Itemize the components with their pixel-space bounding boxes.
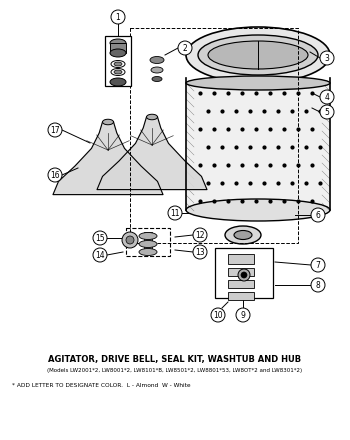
Circle shape <box>193 228 207 242</box>
Ellipse shape <box>110 49 126 57</box>
Text: 5: 5 <box>324 107 329 117</box>
Ellipse shape <box>152 77 162 81</box>
Text: 2: 2 <box>183 44 187 52</box>
Ellipse shape <box>150 56 164 63</box>
Circle shape <box>311 208 325 222</box>
Ellipse shape <box>139 232 157 239</box>
Polygon shape <box>186 83 330 210</box>
Circle shape <box>211 308 225 322</box>
Circle shape <box>320 51 334 65</box>
Ellipse shape <box>208 41 308 69</box>
Ellipse shape <box>186 76 330 90</box>
Bar <box>228 268 254 276</box>
Ellipse shape <box>225 226 261 244</box>
Circle shape <box>93 231 107 245</box>
Circle shape <box>236 308 250 322</box>
Bar <box>215 248 273 298</box>
Text: 1: 1 <box>116 12 120 22</box>
Text: (Models LW2001*2, LW8001*2, LW8101*B, LW8501*2, LW8801*53, LW8OT*2 and LW8301*2): (Models LW2001*2, LW8001*2, LW8101*B, LW… <box>48 368 302 373</box>
Text: AGITATOR, DRIVE BELL, SEAL KIT, WASHTUB AND HUB: AGITATOR, DRIVE BELL, SEAL KIT, WASHTUB … <box>48 355 302 364</box>
Circle shape <box>238 269 250 281</box>
Bar <box>144 232 152 252</box>
Text: 15: 15 <box>95 234 105 242</box>
Ellipse shape <box>198 35 318 75</box>
Circle shape <box>178 41 192 55</box>
Ellipse shape <box>114 62 122 66</box>
Text: 3: 3 <box>324 54 329 62</box>
Ellipse shape <box>139 249 157 256</box>
Circle shape <box>111 10 125 24</box>
Bar <box>228 292 254 300</box>
Ellipse shape <box>234 231 252 239</box>
Text: 12: 12 <box>195 231 205 239</box>
Polygon shape <box>97 117 207 190</box>
Ellipse shape <box>103 119 113 125</box>
Circle shape <box>122 232 138 248</box>
Text: 9: 9 <box>240 311 245 319</box>
Ellipse shape <box>186 27 330 83</box>
Ellipse shape <box>110 78 126 86</box>
Circle shape <box>320 105 334 119</box>
Ellipse shape <box>110 39 126 47</box>
Circle shape <box>241 272 247 278</box>
Ellipse shape <box>114 70 122 74</box>
Bar <box>130 28 298 243</box>
Text: 4: 4 <box>324 92 329 102</box>
Text: 7: 7 <box>316 260 321 269</box>
Circle shape <box>311 258 325 272</box>
Text: 17: 17 <box>50 125 60 135</box>
Ellipse shape <box>151 67 163 73</box>
Circle shape <box>193 245 207 259</box>
Text: 14: 14 <box>95 250 105 260</box>
Text: 8: 8 <box>316 281 320 290</box>
Ellipse shape <box>139 241 157 247</box>
Text: 13: 13 <box>195 247 205 257</box>
Circle shape <box>311 278 325 292</box>
Circle shape <box>93 248 107 262</box>
Polygon shape <box>53 122 163 194</box>
Ellipse shape <box>186 199 330 221</box>
Bar <box>126 228 170 256</box>
Circle shape <box>126 236 134 244</box>
Bar <box>110 43 126 53</box>
Circle shape <box>320 90 334 104</box>
Circle shape <box>168 206 182 220</box>
Text: 10: 10 <box>213 311 223 319</box>
Bar <box>105 36 131 86</box>
Text: 16: 16 <box>50 171 60 180</box>
Text: 6: 6 <box>316 210 321 220</box>
Circle shape <box>48 123 62 137</box>
Text: 11: 11 <box>170 209 180 217</box>
Bar <box>228 254 254 264</box>
Text: * ADD LETTER TO DESIGNATE COLOR.  L - Almond  W - White: * ADD LETTER TO DESIGNATE COLOR. L - Alm… <box>12 383 191 388</box>
Circle shape <box>48 168 62 182</box>
Bar <box>228 280 254 288</box>
Ellipse shape <box>147 114 158 120</box>
